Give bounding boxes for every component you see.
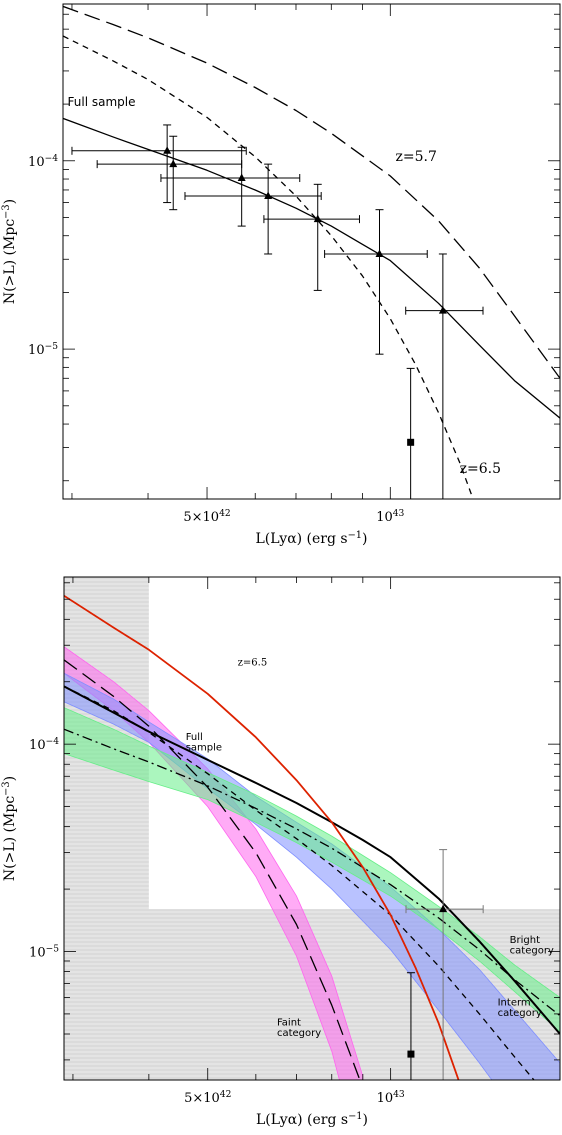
x-tick-label: 1043 [377,1090,405,1106]
y-tick-label: 10−5 [29,944,59,960]
annotation-label: z=6.5 [238,657,268,668]
y-axis-label: N(>L) (Mpc−3) [1,776,19,881]
triangle-marker [237,173,246,182]
data-point [184,163,322,255]
triangle-marker [438,306,447,314]
series-bright-fit [64,728,560,1017]
series-faint-fit [64,659,361,1080]
chart-bottom-panel: 5×1042 1043 10−4 10−5 L(Lyα) (erg s−1) N(>L) … [1,576,561,1129]
triangle-marker [169,159,178,168]
triangle-marker [264,191,273,200]
data-point [405,253,484,499]
band-bright-category [64,707,560,1033]
square-marker [407,1050,415,1058]
plot-area [64,577,560,1080]
x-axis-label: L(Lyα) (erg s−1) [256,1111,368,1129]
annotation-label: z=6.5 [460,461,501,477]
y-tick-label: 10−4 [28,154,58,170]
annotation-label: Full sample [68,95,136,109]
annotation-label: z=5.7 [396,149,437,165]
annotation-label: Bright category [510,935,554,957]
triangle-marker [375,249,384,257]
data-point [263,183,360,291]
triangle-marker [313,214,322,223]
y-axis-label: N(>L) (Mpc−3) [1,199,19,304]
y-tick-label: 10−4 [29,737,59,753]
annotation-label: Full sample [186,732,222,754]
plot-frame [62,3,561,500]
series-interm-fit [64,685,535,1080]
data-point [96,135,243,211]
data-point [406,972,415,1080]
plot-frame [63,576,561,1081]
annotation-label: Faint category [277,1017,321,1039]
data-point [324,209,428,355]
chart-top-panel: 5×1042 1043 10−4 10−5 L(Lyα) (erg s−1) N(>L) … [1,3,561,548]
x-tick-label: 5×1042 [184,1090,231,1106]
series-z-6-5 [64,594,460,1080]
data-point [71,124,247,204]
x-tick-label: 5×1042 [183,509,230,525]
square-marker [407,438,415,446]
y-tick-label: 10−5 [28,342,58,358]
annotation-label: Interm category [498,997,542,1019]
data-point [405,849,484,1080]
series-full-sample [63,117,560,419]
series-z-5-7 [63,5,560,379]
x-tick-label: 1043 [376,509,404,525]
x-axis-label: L(Lyα) (erg s−1) [255,530,367,548]
data-point [406,367,415,499]
plot-area [63,5,560,499]
axis-ticks [63,4,560,499]
triangle-marker [439,904,448,913]
triangle-marker [163,146,172,154]
axis-ticks [64,577,560,1080]
data-point [160,146,301,227]
